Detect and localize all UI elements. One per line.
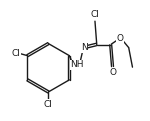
Text: O: O <box>109 68 116 77</box>
Text: Cl: Cl <box>91 10 99 19</box>
Text: NH: NH <box>70 60 84 69</box>
Text: O: O <box>117 34 124 43</box>
Text: Cl: Cl <box>44 100 53 109</box>
Text: Cl: Cl <box>12 49 20 58</box>
Text: N: N <box>81 43 87 52</box>
